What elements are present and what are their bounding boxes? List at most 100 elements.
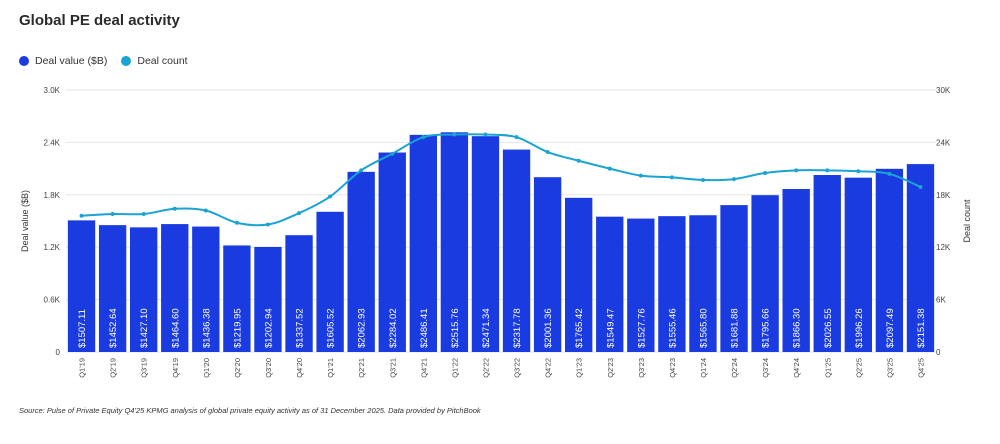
deal-value-swatch <box>19 56 29 66</box>
x-tick-label: Q1'19 <box>78 358 87 378</box>
x-tick-label: Q1'22 <box>450 358 459 378</box>
deal-count-point <box>763 170 768 175</box>
legend-label-deal-value: Deal value ($B) <box>35 55 108 67</box>
deal-count-point <box>390 151 395 156</box>
x-tick-label: Q2'20 <box>233 358 242 378</box>
bar-value-label: $1795.66 <box>761 308 772 348</box>
x-tick-label: Q2'23 <box>606 358 615 378</box>
chart-title: Global PE deal activity <box>19 12 180 29</box>
bar-value-label: $1549.47 <box>605 308 616 348</box>
bar <box>875 168 904 352</box>
bar <box>378 152 406 352</box>
deal-count-point <box>297 211 302 216</box>
y-tick-label: 0.6K <box>44 296 61 305</box>
bar-value-label: $1996.26 <box>854 308 865 348</box>
bar-value-label: $1866.30 <box>792 308 803 348</box>
y2-tick-label: 0 <box>936 348 941 357</box>
bar <box>347 171 375 352</box>
y2-axis-title: Deal count <box>962 199 972 243</box>
bar-value-label: $1527.76 <box>636 308 647 348</box>
bar <box>161 224 189 352</box>
deal-count-point <box>234 220 239 225</box>
bar <box>502 149 531 352</box>
bar <box>409 134 437 352</box>
x-tick-label: Q2'24 <box>730 358 739 378</box>
bar <box>192 226 220 352</box>
deal-count-point <box>172 206 177 211</box>
deal-count-point <box>607 166 612 171</box>
x-tick-label: Q2'21 <box>357 358 366 378</box>
bar <box>844 177 872 352</box>
legend-item-deal-value[interactable]: Deal value ($B) <box>19 55 107 67</box>
bar-value-label: $1436.38 <box>201 308 212 348</box>
bar-value-label: $1452.64 <box>108 308 119 348</box>
deal-count-point <box>141 212 146 217</box>
deal-count-swatch <box>121 56 132 66</box>
bar-value-label: $1219.95 <box>232 308 243 348</box>
y-tick-label: 2.4K <box>44 138 61 147</box>
x-tick-label: Q4'22 <box>544 358 553 378</box>
bar-value-label: $1427.10 <box>139 308 150 348</box>
bar <box>565 197 593 352</box>
deal-count-point <box>856 169 861 174</box>
bar-value-label: $1507.11 <box>77 309 88 348</box>
deal-count-point <box>887 171 892 176</box>
bar-value-label: $2026.55 <box>823 308 834 348</box>
bar <box>627 218 655 352</box>
deal-count-point <box>545 150 550 155</box>
deal-count-point <box>669 175 674 180</box>
deal-count-point <box>452 132 457 137</box>
deal-count-point <box>918 184 923 189</box>
y2-tick-label: 18K <box>936 191 951 200</box>
x-tick-label: Q3'19 <box>140 358 149 378</box>
bar <box>533 177 562 352</box>
legend-item-deal-count[interactable]: Deal count <box>121 55 188 67</box>
bar <box>751 195 779 352</box>
legend: Deal value ($B) Deal count <box>19 55 188 67</box>
x-tick-label: Q4'23 <box>668 358 677 378</box>
bar-value-label: $1681.88 <box>730 308 741 348</box>
bar <box>440 132 469 352</box>
deal-count-point <box>825 168 830 173</box>
x-tick-label: Q4'19 <box>171 358 180 378</box>
x-tick-label: Q1'24 <box>699 358 708 378</box>
y2-tick-label: 24K <box>936 138 951 147</box>
deal-count-point <box>576 158 581 163</box>
bar-value-label: $2486.41 <box>419 308 430 348</box>
deal-count-point <box>265 222 270 227</box>
x-tick-label: Q3'20 <box>264 358 273 378</box>
bar-value-label: $1605.52 <box>326 308 337 348</box>
deal-count-point <box>203 208 208 213</box>
deal-count-point <box>421 135 426 140</box>
deal-count-point <box>328 194 333 199</box>
bar <box>689 215 717 352</box>
bar <box>782 189 810 352</box>
bar <box>906 164 935 352</box>
deal-count-point <box>79 213 84 218</box>
x-tick-label: Q1'23 <box>575 358 584 378</box>
bar-value-label: $1555.46 <box>667 308 678 348</box>
y2-tick-label: 12K <box>936 243 951 252</box>
x-tick-label: Q4'25 <box>916 358 925 378</box>
x-tick-label: Q3'25 <box>885 358 894 378</box>
x-tick-label: Q1'21 <box>326 358 335 378</box>
bar-value-label: $2515.76 <box>450 308 461 348</box>
y2-tick-label: 30K <box>936 86 951 95</box>
deal-count-point <box>483 132 488 137</box>
bar-value-label: $2284.02 <box>388 308 399 348</box>
bar-value-label: $1765.42 <box>574 308 585 348</box>
y-axis-title: Deal value ($B) <box>20 190 30 252</box>
bar <box>813 175 841 352</box>
bar-value-label: $2001.36 <box>543 308 554 348</box>
bar <box>316 211 344 352</box>
bar <box>98 225 127 352</box>
x-tick-label: Q1'25 <box>823 358 832 378</box>
bar-value-label: $2317.78 <box>512 308 523 348</box>
deal-count-point <box>732 177 737 182</box>
x-tick-label: Q2'22 <box>481 358 490 378</box>
bar <box>67 220 96 352</box>
bar <box>285 235 313 352</box>
bar-value-label: $2097.49 <box>885 308 896 348</box>
bar <box>130 227 158 352</box>
